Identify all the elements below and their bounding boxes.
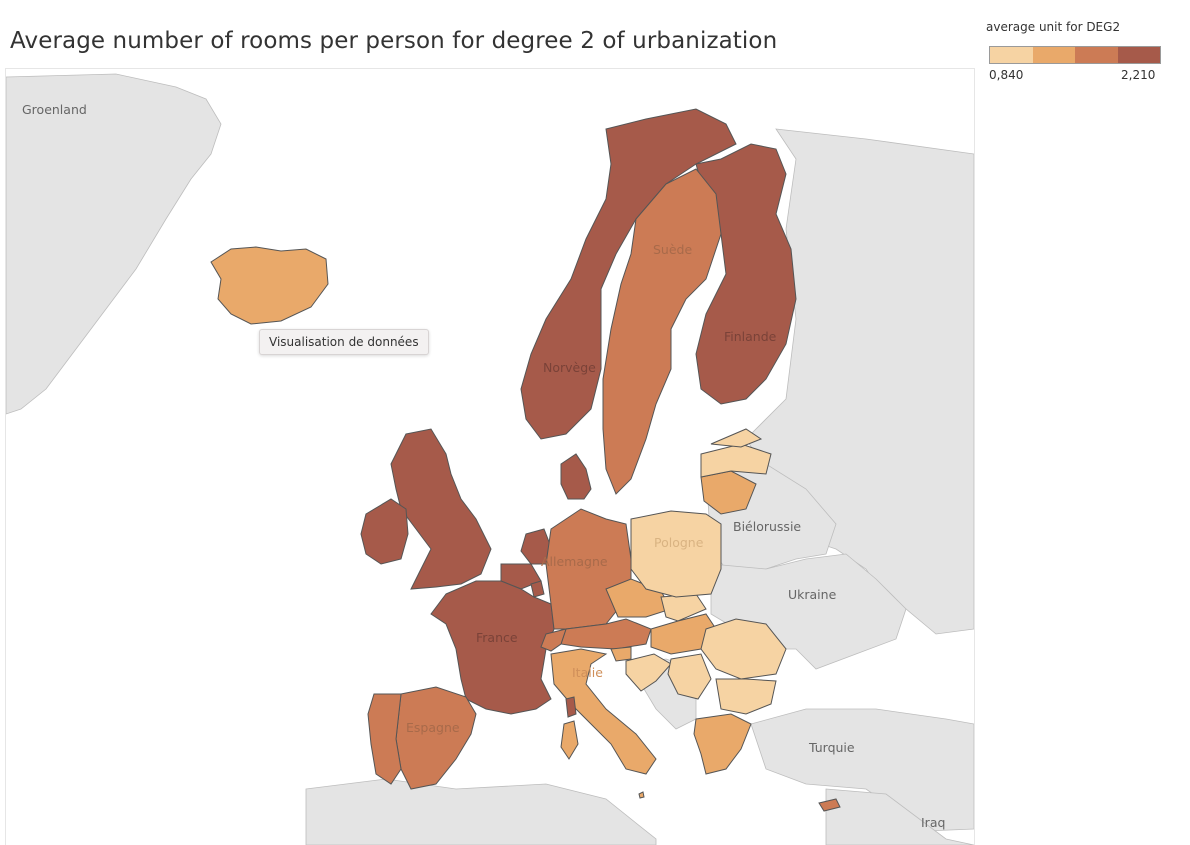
region-sardaigne[interactable]: Sardaigne <box>560 720 579 760</box>
region-serbie[interactable]: Serbie <box>667 653 712 700</box>
label-groenland: Groenland <box>22 102 87 117</box>
region-estonie[interactable]: Estonie <box>710 428 763 448</box>
region-finlande[interactable]: Finlande <box>695 143 797 405</box>
region-luxembourg[interactable]: Luxembourg <box>530 580 545 598</box>
color-legend[interactable]: average unit for DEG2 0,840 2,210 <box>986 20 1166 82</box>
map-view[interactable]: Norvège Finlande Suède Islande Royaume-U… <box>5 68 975 845</box>
label-turquie: Turquie <box>808 740 855 755</box>
legend-step-1 <box>990 47 1033 63</box>
region-bulgarie[interactable]: Bulgarie <box>715 678 777 715</box>
label-norvege: Norvège <box>543 360 596 375</box>
region-portugal[interactable]: Portugal <box>367 693 402 785</box>
legend-max-label: 2,210 <box>1121 68 1156 82</box>
label-irak: Iraq <box>921 815 945 830</box>
europe-map[interactable]: Norvège Finlande Suède Islande Royaume-U… <box>6 69 974 845</box>
chart-title: Average number of rooms per person for d… <box>10 28 778 54</box>
north-africa-land <box>305 778 657 845</box>
region-pologne[interactable]: Pologne <box>630 510 722 598</box>
label-italie: Italie <box>572 665 603 680</box>
label-bielorussie: Biélorussie <box>733 519 801 534</box>
legend-step-3 <box>1075 47 1118 63</box>
legend-step-4 <box>1117 47 1160 63</box>
turkey-land <box>750 708 974 832</box>
region-espagne[interactable]: Espagne <box>395 686 477 790</box>
label-pologne: Pologne <box>654 535 704 550</box>
region-autriche[interactable]: Autriche <box>560 618 652 650</box>
region-danemark[interactable]: Danemark <box>560 453 592 500</box>
region-norvege[interactable]: Norvège <box>520 108 737 440</box>
legend-min-label: 0,840 <box>989 68 1024 82</box>
region-corse[interactable]: Corse <box>565 696 577 718</box>
label-finlande: Finlande <box>724 329 777 344</box>
label-ukraine: Ukraine <box>788 587 837 602</box>
middle-east-land <box>825 788 974 845</box>
region-italie[interactable]: Italie <box>550 648 657 775</box>
region-france[interactable]: France <box>430 580 555 715</box>
region-irlande[interactable]: Irlande <box>360 498 409 565</box>
legend-color-ramp <box>989 46 1161 64</box>
background-land <box>6 73 974 845</box>
region-grece[interactable]: Grèce <box>693 713 752 775</box>
region-islande[interactable]: Islande <box>210 246 329 325</box>
region-chypre[interactable]: Chypre <box>818 798 841 812</box>
label-espagne: Espagne <box>406 720 460 735</box>
legend-step-2 <box>1032 47 1075 63</box>
region-malte[interactable]: Malte <box>638 791 645 799</box>
legend-title: average unit for DEG2 <box>986 20 1121 34</box>
region-roumanie[interactable]: Roumanie <box>700 618 787 680</box>
label-allemagne: Allemagne <box>541 554 608 569</box>
region-slovenie[interactable]: Slovénie <box>610 646 632 662</box>
region-croatie[interactable]: Croatie <box>625 653 672 692</box>
tooltip: Visualisation de données <box>259 329 429 355</box>
label-france: France <box>476 630 518 645</box>
region-suede[interactable]: Suède <box>602 168 722 495</box>
greenland-land <box>6 73 222 415</box>
label-suede: Suède <box>653 242 692 257</box>
region-suisse[interactable]: Suisse <box>540 628 567 652</box>
